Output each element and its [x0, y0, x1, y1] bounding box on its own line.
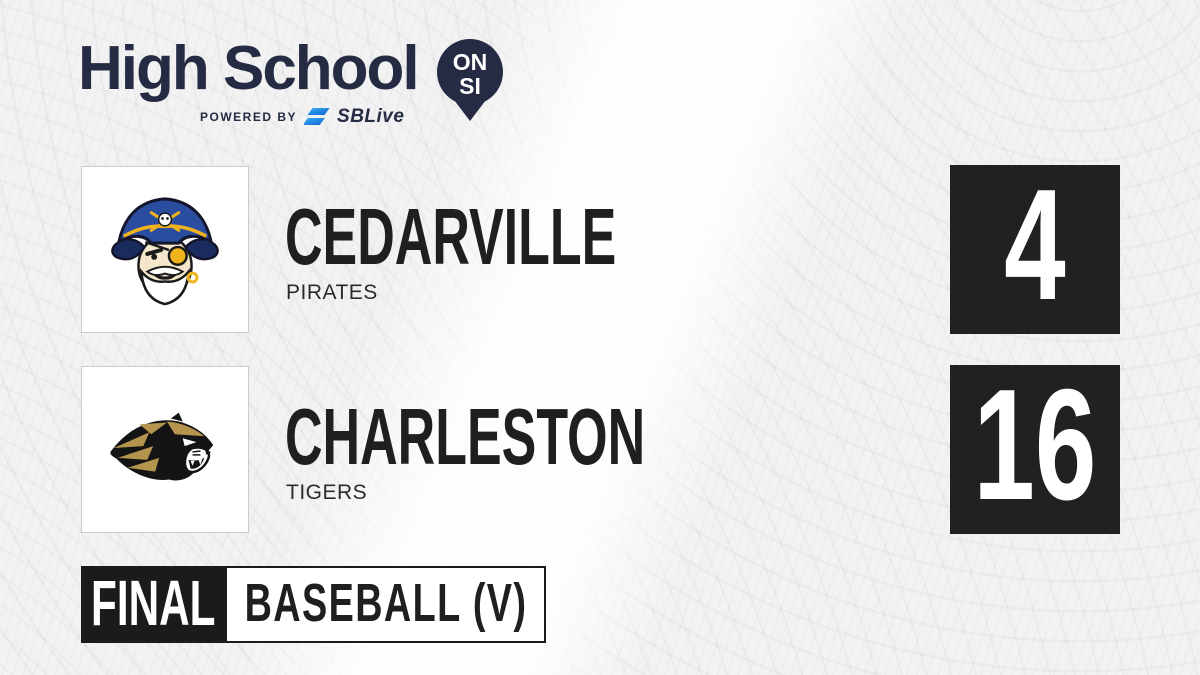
pin-text-si: SI: [459, 73, 481, 99]
tiger-mascot-icon: [110, 412, 214, 480]
powered-by-row: POWERED BY SBLive: [200, 104, 404, 130]
final-status-badge: FINAL: [81, 566, 225, 643]
team-mascot-pirates: PIRATES: [286, 281, 378, 304]
sblive-bolt-icon: [304, 108, 330, 125]
powered-by-label: POWERED BY: [200, 110, 298, 124]
score-value-charleston: 16: [973, 356, 1097, 533]
event-type-badge: BASEBALL (V): [225, 566, 546, 643]
team-logo-box-cedarville: [81, 166, 249, 333]
sblive-wordmark: SBLive: [337, 106, 405, 127]
score-box-charleston: 16: [950, 365, 1120, 534]
team-mascot-tigers: TIGERS: [286, 481, 368, 504]
score-box-cedarville: 4: [950, 165, 1120, 334]
high-school-logo-text: High School: [78, 34, 420, 103]
team-name-cedarville: CEDARVILLE: [285, 192, 617, 281]
team-logo-box-charleston: [81, 366, 249, 533]
onsi-pin-icon: ON SI: [437, 39, 503, 121]
pirate-mascot-icon: [111, 196, 219, 305]
team-name-charleston: CHARLESTON: [285, 392, 646, 481]
event-type-label: BASEBALL (V): [244, 572, 527, 633]
final-status-label: FINAL: [90, 566, 216, 639]
score-value-cedarville: 4: [1004, 156, 1066, 333]
pin-text-on: ON: [453, 49, 488, 75]
